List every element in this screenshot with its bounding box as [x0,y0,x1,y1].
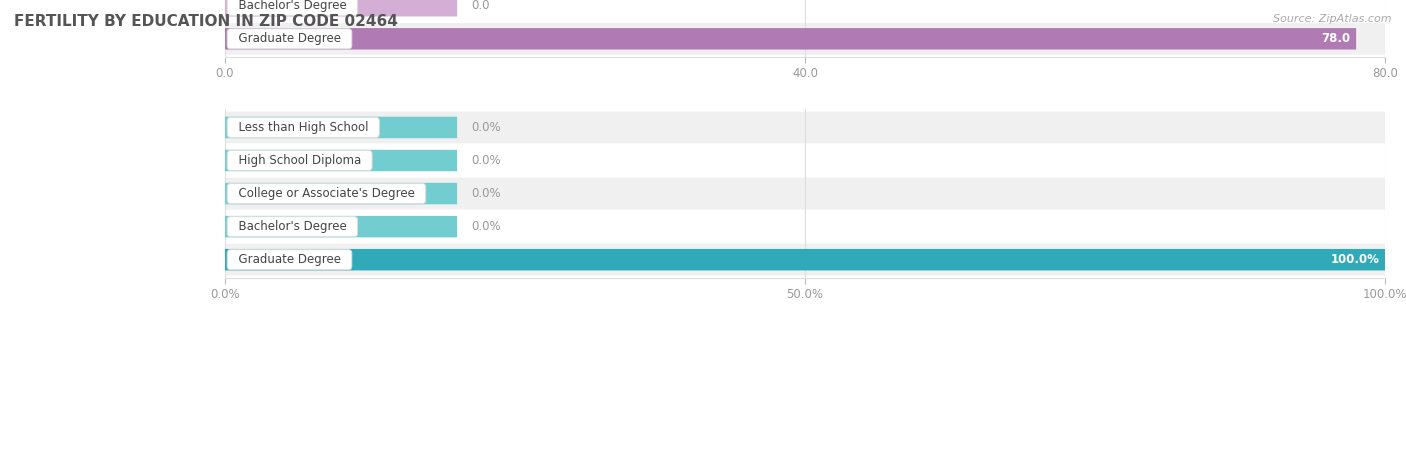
Text: 100.0%: 100.0% [1330,253,1379,266]
FancyBboxPatch shape [225,0,457,17]
Text: 0.0%: 0.0% [471,154,501,167]
Text: Graduate Degree: Graduate Degree [231,32,349,45]
FancyBboxPatch shape [225,112,1385,143]
FancyBboxPatch shape [225,150,457,171]
Text: Less than High School: Less than High School [231,121,375,134]
FancyBboxPatch shape [225,211,1385,243]
FancyBboxPatch shape [225,23,1385,55]
Text: 0.0%: 0.0% [471,187,501,200]
Text: Graduate Degree: Graduate Degree [231,253,349,266]
FancyBboxPatch shape [225,144,1385,176]
Text: College or Associate's Degree: College or Associate's Degree [231,187,422,200]
FancyBboxPatch shape [225,0,1385,22]
Text: Bachelor's Degree: Bachelor's Degree [231,0,354,12]
FancyBboxPatch shape [225,183,457,204]
FancyBboxPatch shape [225,117,457,138]
Text: 0.0%: 0.0% [471,220,501,233]
Text: High School Diploma: High School Diploma [231,154,368,167]
Text: 0.0: 0.0 [471,0,489,12]
FancyBboxPatch shape [225,216,457,238]
Text: 0.0%: 0.0% [471,121,501,134]
Text: 78.0: 78.0 [1322,32,1350,45]
Text: Bachelor's Degree: Bachelor's Degree [231,220,354,233]
FancyBboxPatch shape [225,244,1385,276]
FancyBboxPatch shape [225,28,1357,49]
FancyBboxPatch shape [225,178,1385,209]
Text: Source: ZipAtlas.com: Source: ZipAtlas.com [1274,14,1392,24]
FancyBboxPatch shape [225,249,1385,270]
Text: FERTILITY BY EDUCATION IN ZIP CODE 02464: FERTILITY BY EDUCATION IN ZIP CODE 02464 [14,14,398,29]
